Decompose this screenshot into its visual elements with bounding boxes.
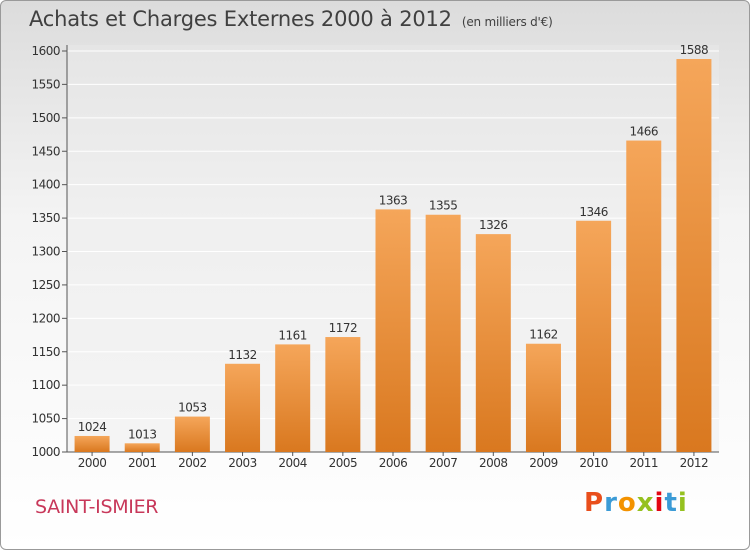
data-label: 1588 [680, 43, 709, 57]
y-tick-label: 1250 [31, 278, 60, 292]
x-tick-label: 2005 [329, 456, 358, 470]
y-tick-label: 1050 [31, 412, 60, 426]
data-label: 1346 [579, 205, 608, 219]
logo-letter: t [664, 488, 678, 518]
x-tick-label: 2006 [379, 456, 408, 470]
x-tick-label: 2007 [429, 456, 458, 470]
logo-letter: x [636, 488, 655, 518]
x-tick-label: 2012 [680, 456, 709, 470]
logo-letter: P [584, 488, 605, 518]
bar [225, 363, 261, 452]
bar [425, 214, 461, 452]
bar [375, 209, 411, 452]
data-label: 1053 [178, 401, 207, 415]
x-tick-label: 2003 [228, 456, 257, 470]
bar [626, 140, 662, 452]
bar [525, 343, 561, 452]
logo-letter: r [604, 488, 618, 518]
y-tick-label: 1200 [31, 311, 60, 325]
y-tick-label: 1000 [31, 445, 60, 459]
x-tick-label: 2008 [479, 456, 508, 470]
bar [475, 234, 511, 452]
data-label: 1466 [629, 125, 658, 139]
data-label: 1172 [329, 321, 358, 335]
data-label: 1132 [228, 348, 257, 362]
logo-letter: o [617, 488, 637, 518]
data-label: 1013 [128, 427, 157, 441]
data-label: 1162 [529, 328, 558, 342]
x-tick-label: 2004 [278, 456, 307, 470]
x-tick-label: 2011 [629, 456, 658, 470]
y-tick-label: 1450 [31, 144, 60, 158]
data-label: 1024 [78, 420, 107, 434]
data-label: 1326 [479, 218, 508, 232]
bar [325, 337, 361, 452]
chart-subtitle: (en milliers d'€) [461, 15, 553, 29]
x-tick-label: 2001 [128, 456, 157, 470]
bar [174, 416, 210, 452]
bar [676, 59, 712, 453]
y-tick-label: 1500 [31, 111, 60, 125]
y-tick-label: 1100 [31, 378, 60, 392]
logo-letter: i [654, 488, 665, 518]
x-tick-label: 2000 [78, 456, 107, 470]
data-label: 1355 [429, 199, 458, 213]
bar [576, 220, 612, 452]
y-tick-label: 1550 [31, 77, 60, 91]
x-tick-label: 2002 [178, 456, 207, 470]
bar [124, 443, 160, 452]
data-label: 1363 [379, 193, 408, 207]
data-label: 1161 [278, 328, 307, 342]
y-tick-label: 1600 [31, 44, 60, 58]
x-tick-label: 2010 [579, 456, 608, 470]
y-tick-label: 1300 [31, 245, 60, 259]
x-tick-label: 2009 [529, 456, 558, 470]
bar [275, 344, 311, 452]
y-tick-label: 1350 [31, 211, 60, 225]
y-tick-label: 1150 [31, 345, 60, 359]
proxiti-logo: Proxiti [584, 488, 688, 518]
logo-letter: i [677, 488, 688, 518]
chart-title-text: Achats et Charges Externes 2000 à 2012 [29, 7, 452, 31]
bar [74, 435, 110, 452]
chart-title: Achats et Charges Externes 2000 à 2012 (e… [29, 7, 553, 31]
y-tick-label: 1400 [31, 178, 60, 192]
commune-name: SAINT-ISMIER [35, 496, 159, 518]
